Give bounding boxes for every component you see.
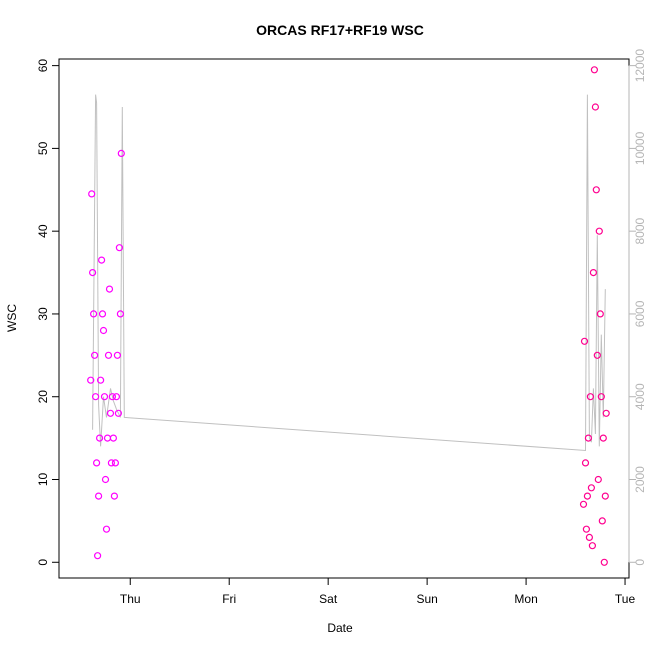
left-tick-label: 20 (36, 390, 50, 404)
x-tick-label: Tue (615, 592, 636, 606)
data-point (598, 517, 606, 525)
data-point (114, 409, 123, 417)
data-point (107, 459, 116, 467)
data-point (89, 310, 98, 318)
data-point (589, 269, 598, 277)
x-axis-label: Date (327, 621, 353, 635)
data-point (88, 190, 96, 198)
data-point (108, 393, 117, 401)
data-point (585, 533, 594, 542)
data-point (602, 409, 610, 417)
data-point (582, 525, 591, 533)
data-point (105, 285, 114, 293)
data-point (591, 103, 600, 111)
data-point (593, 351, 601, 359)
data-point (115, 244, 124, 252)
data-point (94, 492, 103, 500)
data-point (98, 310, 107, 318)
data-point (101, 475, 110, 484)
x-axis: Thu Fri Sat Sun Mon Tue (120, 577, 636, 606)
data-point (90, 351, 99, 359)
data-point (599, 434, 607, 442)
data-point (99, 326, 108, 335)
data-point (113, 351, 122, 359)
data-point (583, 492, 592, 500)
secondary-series-line (92, 94, 606, 452)
data-point (93, 552, 102, 560)
right-tick-label: 6000 (633, 300, 647, 327)
left-y-axis: 0 10 20 30 40 50 60 (36, 59, 60, 566)
data-point (88, 269, 97, 277)
data-point (87, 376, 95, 384)
x-tick-label: Fri (222, 592, 236, 606)
data-point (110, 492, 119, 500)
series-layer (87, 66, 610, 566)
data-point (601, 492, 609, 500)
left-tick-label: 40 (36, 224, 50, 238)
data-point (587, 484, 596, 492)
data-point (100, 393, 109, 401)
data-point (586, 393, 595, 401)
right-tick-label: 10000 (633, 131, 647, 165)
left-tick-label: 30 (36, 307, 50, 321)
data-point (106, 409, 115, 417)
data-point (92, 459, 101, 467)
right-tick-label: 2000 (633, 466, 647, 493)
data-point (594, 475, 602, 484)
data-point (588, 542, 597, 550)
left-tick-label: 10 (36, 473, 50, 487)
data-point (595, 227, 603, 235)
data-point (102, 525, 111, 533)
data-point (581, 459, 590, 467)
left-tick-label: 0 (36, 559, 50, 566)
right-y-axis: 0 2000 4000 6000 8000 10000 12000 (628, 49, 647, 566)
left-tick-label: 60 (36, 59, 50, 73)
data-point (91, 393, 100, 401)
right-tick-label: 8000 (633, 218, 647, 245)
data-point (111, 459, 120, 467)
data-point (600, 558, 608, 566)
x-tick-label: Thu (120, 592, 141, 606)
data-point (590, 66, 599, 74)
data-point (97, 256, 106, 264)
data-point (584, 434, 593, 442)
data-point (597, 393, 605, 401)
data-point (116, 310, 125, 318)
data-point (104, 351, 113, 359)
data-point (109, 434, 118, 442)
right-tick-label: 0 (633, 559, 647, 566)
data-point (112, 393, 121, 401)
data-point (596, 310, 604, 318)
data-point (117, 149, 125, 157)
data-point (96, 376, 105, 384)
data-point (580, 337, 589, 345)
x-tick-label: Mon (514, 592, 537, 606)
right-tick-label: 12000 (633, 49, 647, 83)
y-axis-label: WSC (5, 304, 19, 332)
chart-title: ORCAS RF17+RF19 WSC (256, 22, 424, 38)
right-tick-label: 4000 (633, 383, 647, 410)
data-point (579, 500, 588, 508)
data-point (95, 434, 104, 442)
x-tick-label: Sun (416, 592, 437, 606)
x-tick-label: Sat (319, 592, 338, 606)
data-point (592, 186, 600, 194)
left-tick-label: 50 (36, 141, 50, 155)
